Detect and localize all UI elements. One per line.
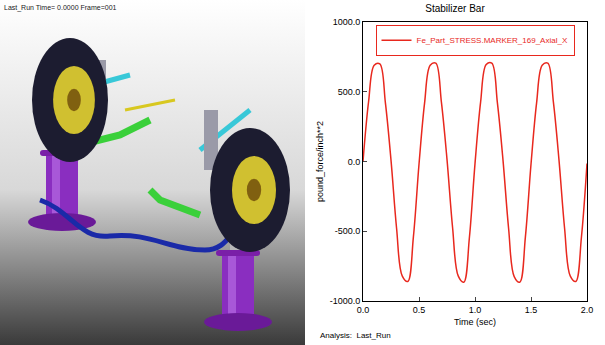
svg-text:1.5: 1.5 xyxy=(525,305,538,315)
svg-text:Last_Run Time= 0.0000 Fram: Last_Run Time= 0.0000 Frame=001 xyxy=(4,4,117,12)
svg-text:1.0: 1.0 xyxy=(469,305,482,315)
svg-text:pound_force/inch**2: pound_force/inch**2 xyxy=(315,121,325,202)
svg-text:1000.0: 1000.0 xyxy=(333,17,361,27)
svg-text:Stabilizer Bar: Stabilizer Bar xyxy=(425,3,485,14)
svg-text:500.0: 500.0 xyxy=(338,87,361,97)
svg-text:Fe_Part_STRESS.MARKER_169_Axia: Fe_Part_STRESS.MARKER_169_Axial_X xyxy=(417,36,568,45)
svg-text:Analysis: Last_Run: Analysis: Last_Run xyxy=(320,331,391,340)
svg-text:0.5: 0.5 xyxy=(413,305,426,315)
svg-text:0.0: 0.0 xyxy=(357,305,370,315)
svg-text:-1000.0: -1000.0 xyxy=(330,296,361,306)
svg-text:0.0: 0.0 xyxy=(348,157,361,167)
svg-text:2.0: 2.0 xyxy=(581,305,594,315)
svg-text:Time (sec): Time (sec) xyxy=(454,317,496,327)
svg-text:-500.0: -500.0 xyxy=(335,226,361,236)
